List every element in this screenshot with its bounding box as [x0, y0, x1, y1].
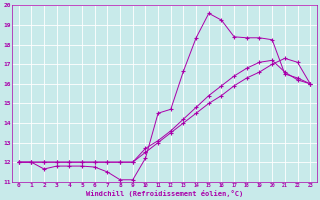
X-axis label: Windchill (Refroidissement éolien,°C): Windchill (Refroidissement éolien,°C)	[86, 190, 243, 197]
